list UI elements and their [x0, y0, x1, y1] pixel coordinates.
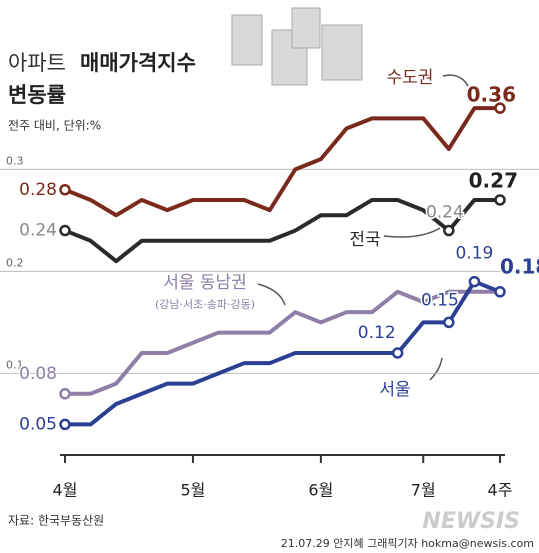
value-label: 0.05 — [19, 414, 57, 434]
value-label: 0.36 — [467, 83, 516, 107]
point — [468, 275, 481, 288]
series-name: 서울 — [379, 380, 410, 400]
point — [59, 224, 71, 237]
arrows — [257, 74, 469, 381]
series-line — [65, 279, 501, 427]
point — [59, 184, 71, 196]
source: 자료: 한국부동산원 — [8, 514, 104, 528]
point — [59, 418, 71, 431]
y-tick-label: 0.1 — [6, 358, 24, 371]
logo: NEWSIS — [422, 509, 520, 534]
point — [494, 102, 506, 114]
title-part: 아파트 — [8, 51, 66, 75]
series-line — [65, 289, 500, 396]
series-name: 전국 — [349, 230, 380, 250]
value-label: 0.24 — [426, 203, 464, 223]
point — [494, 286, 506, 298]
title-part: 변동률 — [8, 83, 66, 107]
x-tick-label: 7월 — [411, 481, 436, 500]
value-label: 0.27 — [469, 168, 518, 192]
value-label: 0.28 — [19, 180, 57, 200]
x-tick-label: 6월 — [308, 481, 333, 500]
title-part: 매매가격지수 — [80, 51, 196, 75]
series-line — [64, 197, 500, 264]
y-tick-label: 0.3 — [6, 154, 24, 167]
point — [443, 316, 455, 329]
value-label: 0.19 — [455, 244, 493, 264]
value-label: 0.15 — [421, 290, 459, 310]
point — [59, 388, 71, 400]
x-tick-label: 5월 — [180, 481, 205, 500]
value-label: 0.08 — [19, 364, 57, 384]
y-tick-label: 0.2 — [6, 256, 24, 269]
series-name: 수도권 — [387, 68, 434, 88]
point — [443, 224, 455, 237]
credit: 21.07.29 안지혜 그래픽기자 hokma@newsis.com — [281, 537, 534, 550]
x-tick-label: 4주 — [488, 481, 513, 500]
point — [494, 194, 506, 206]
series-note: (강남·서초·송파·강동) — [155, 298, 255, 311]
value-label: 0.24 — [19, 221, 57, 241]
series-name: 서울 동남권 — [163, 273, 247, 293]
value-label: 0.12 — [358, 323, 396, 343]
point — [391, 347, 404, 359]
buildings — [231, 7, 363, 86]
series-line — [64, 106, 500, 218]
value-label: 0.18 — [500, 254, 539, 278]
x-tick-label: 4월 — [53, 481, 78, 500]
subtitle: 전주 대비, 단위:% — [8, 119, 101, 133]
